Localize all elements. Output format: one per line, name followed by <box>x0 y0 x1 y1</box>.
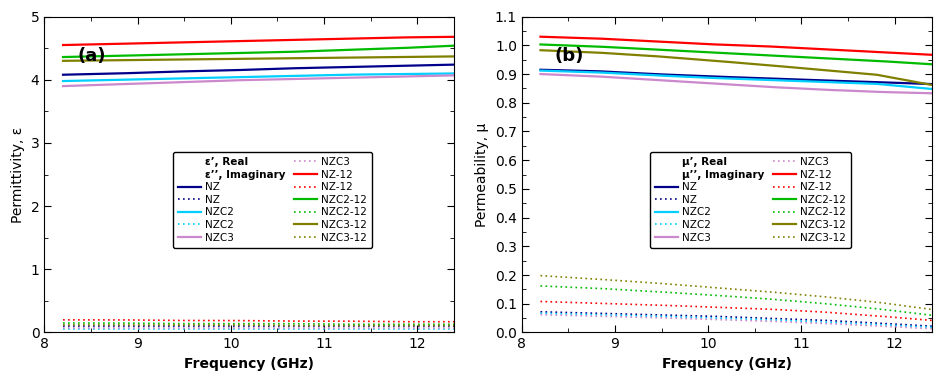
Text: (b): (b) <box>554 47 584 65</box>
Y-axis label: Permeability, μ: Permeability, μ <box>475 122 489 227</box>
X-axis label: Frequency (GHz): Frequency (GHz) <box>662 357 792 371</box>
X-axis label: Frequency (GHz): Frequency (GHz) <box>185 357 314 371</box>
Y-axis label: Permittivity, ε: Permittivity, ε <box>11 126 25 223</box>
Legend: μ’, Real, μ’’, Imaginary, NZ, NZ, NZC2, NZC2, NZC3, NZC3, NZ-12, NZ-12, NZC2-12,: μ’, Real, μ’’, Imaginary, NZ, NZ, NZC2, … <box>650 152 852 248</box>
Text: (a): (a) <box>77 47 106 65</box>
Legend: ε’, Real, ε’’, Imaginary, NZ, NZ, NZC2, NZC2, NZC3, NZC3, NZ-12, NZ-12, NZC2-12,: ε’, Real, ε’’, Imaginary, NZ, NZ, NZC2, … <box>173 152 372 248</box>
